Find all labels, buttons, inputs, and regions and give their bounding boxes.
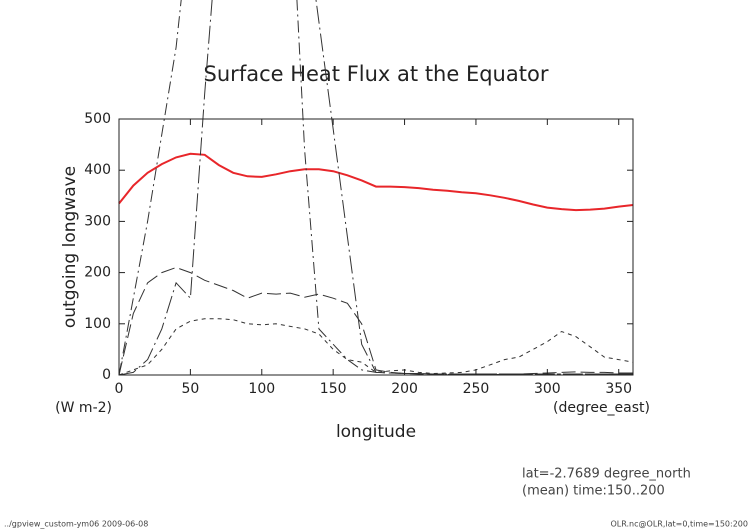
plot-frame — [118, 118, 634, 376]
y-tick-label: 0 — [102, 367, 111, 383]
data-line — [118, 152, 634, 212]
x-tick-label: 200 — [391, 381, 418, 397]
y-axis-label: outgoing longwave — [60, 166, 80, 328]
footer: ../gpview_custom-ym06 2009-06-08 — [4, 520, 148, 529]
chart-title: Surface Heat Flux at the Equator — [204, 62, 549, 86]
x-tick-label: 0 — [115, 381, 124, 397]
x-axis-units: (degree_east) — [553, 400, 650, 416]
data-line — [118, 318, 634, 376]
x-tick-label: 350 — [605, 381, 632, 397]
y-tick-label: 500 — [84, 111, 111, 127]
y-tick-label: 300 — [84, 213, 111, 229]
footer: OLR.nc@OLR,lat=0,time=150:200 — [610, 520, 748, 529]
x-axis-label: longitude — [336, 422, 416, 442]
x-tick-label: 250 — [463, 381, 490, 397]
y-tick-label: 100 — [84, 316, 111, 332]
x-tick-label: 50 — [181, 381, 199, 397]
y-tick-label: 200 — [84, 265, 111, 281]
y-axis-units: (W m-2) — [55, 400, 112, 416]
annotation: (mean) time:150..200 — [522, 484, 665, 499]
data-line — [118, 266, 633, 376]
annotation: lat=-2.7689 degree_north — [522, 467, 691, 482]
x-tick-label: 100 — [248, 381, 275, 397]
y-tick-label: 400 — [84, 162, 111, 178]
x-tick-label: 300 — [534, 381, 561, 397]
x-tick-label: 150 — [320, 381, 347, 397]
